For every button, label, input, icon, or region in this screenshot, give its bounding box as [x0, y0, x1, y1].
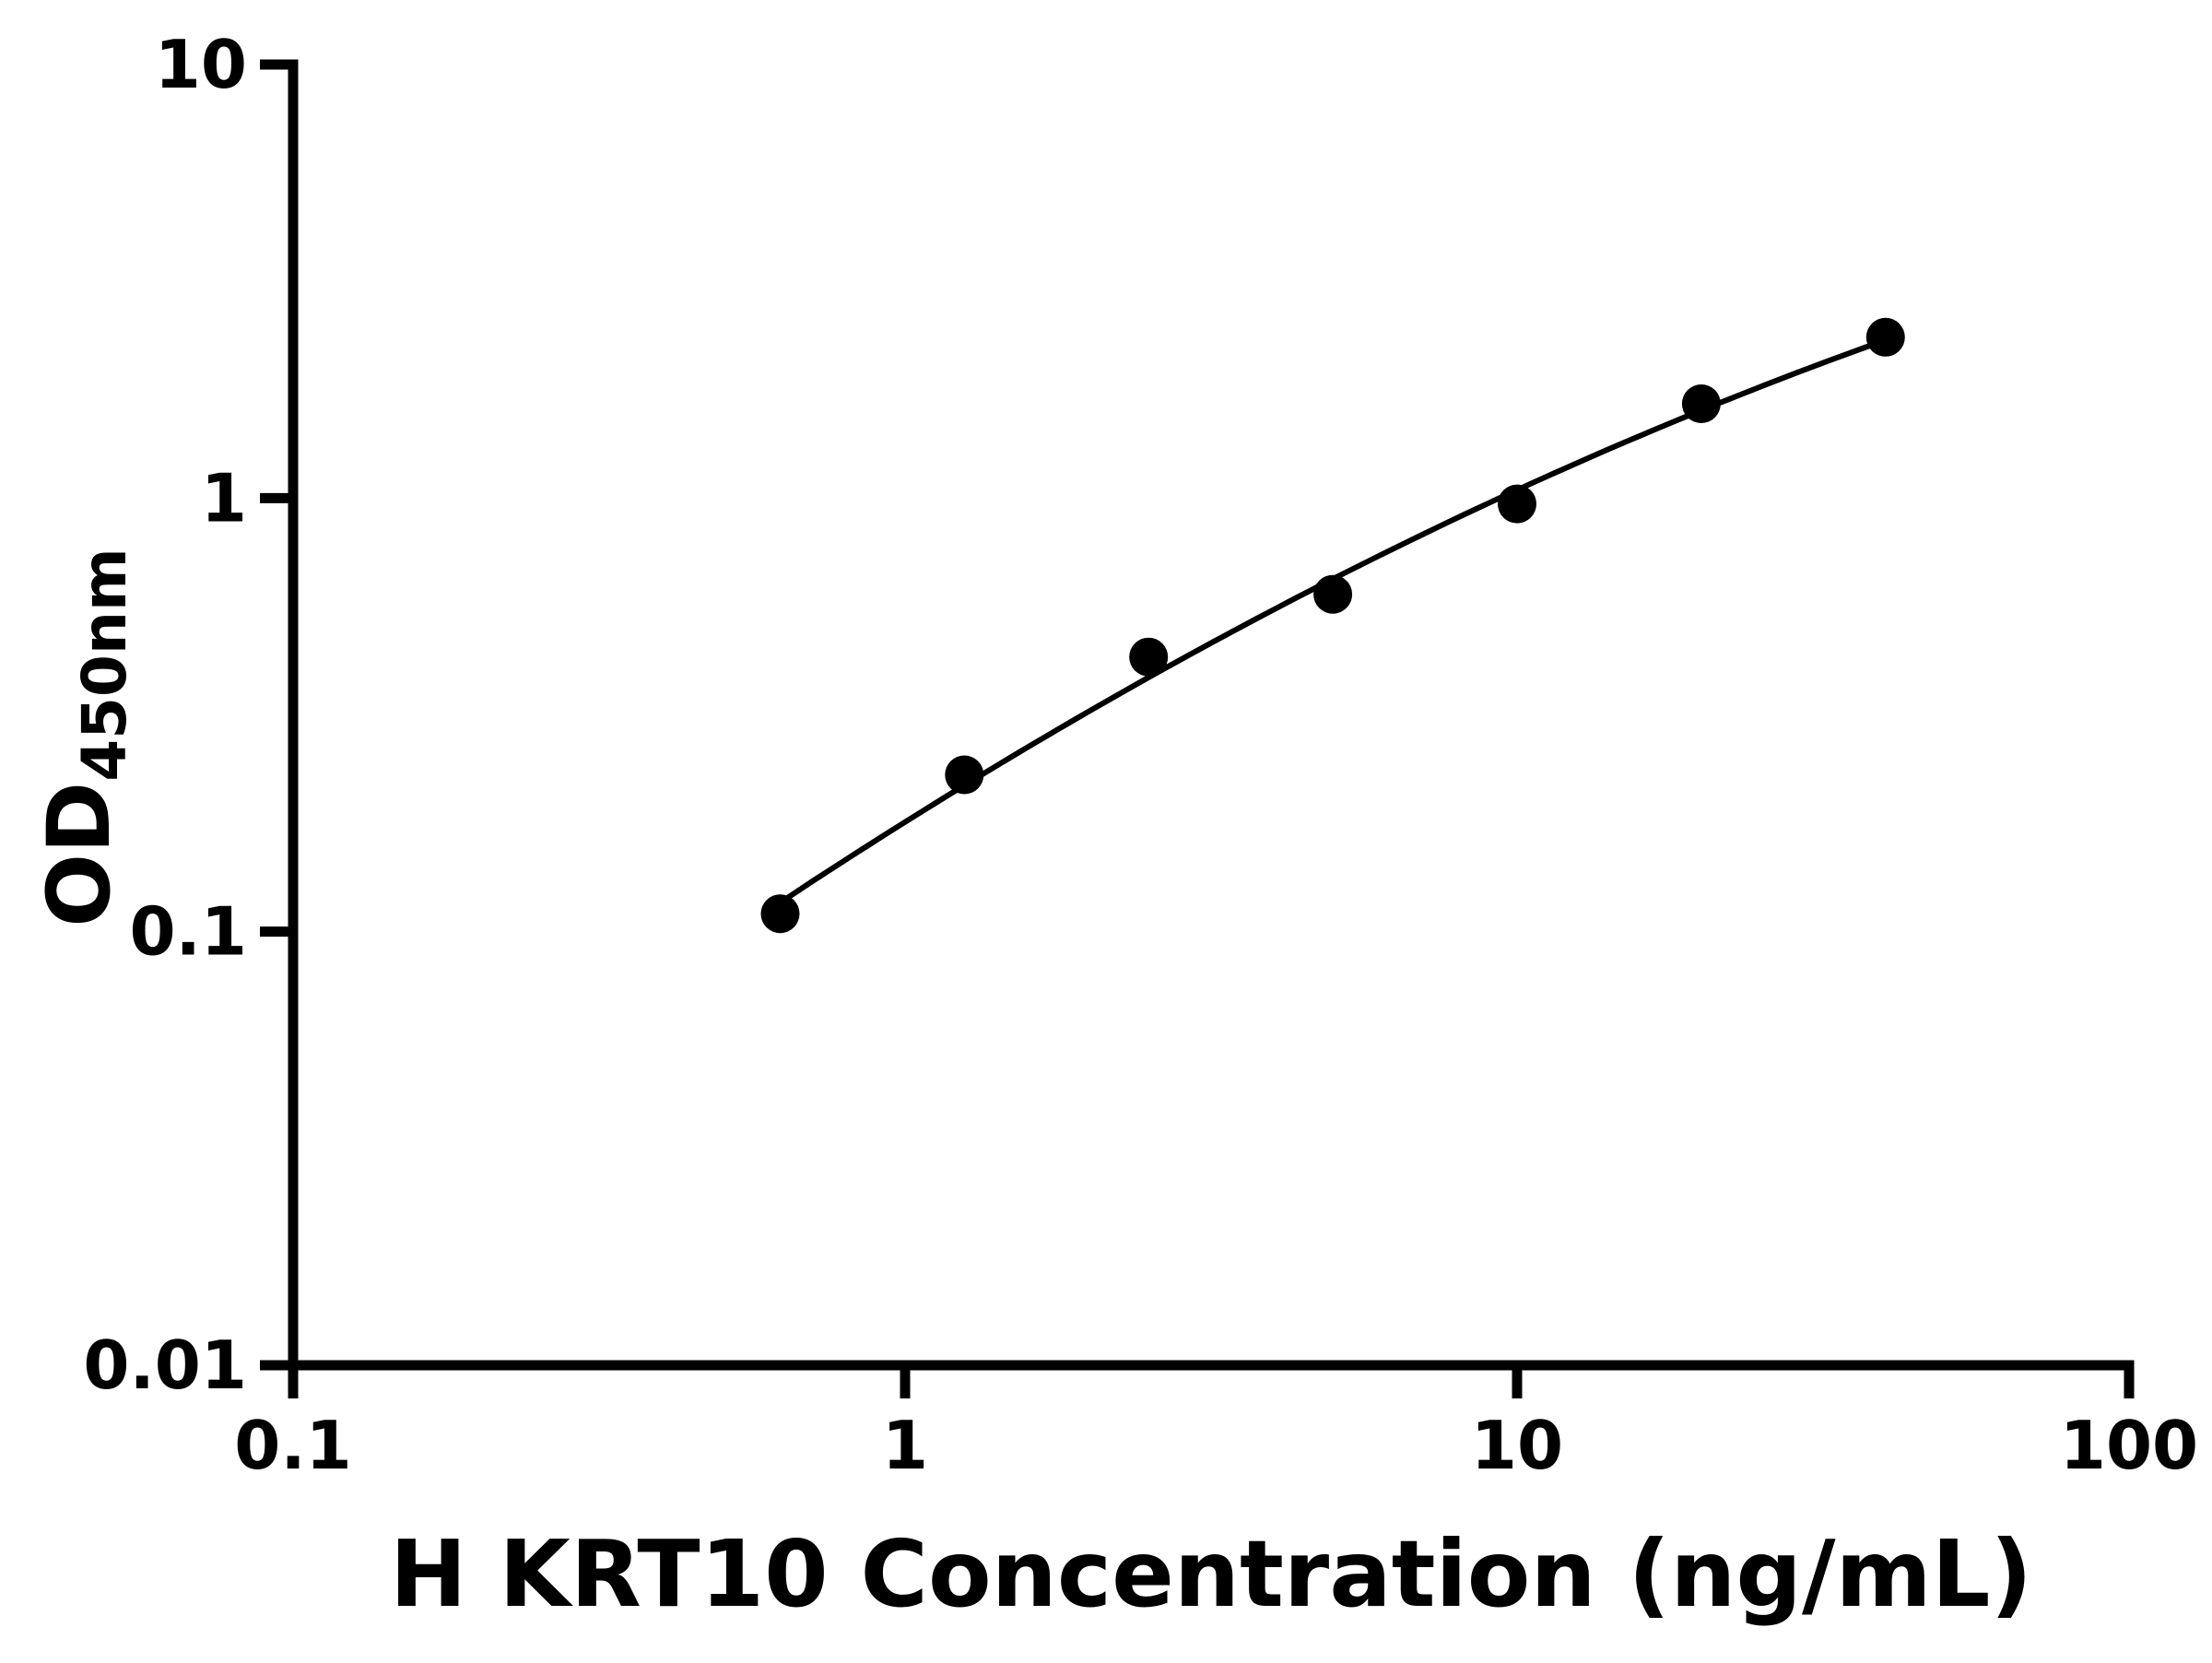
- plot-layer: [760, 317, 1905, 934]
- fit-curve: [778, 337, 1887, 905]
- y-tick-label: 10: [155, 26, 247, 103]
- y-axis-title-sub: 450nm: [69, 548, 140, 782]
- data-point: [1498, 484, 1536, 524]
- data-point: [760, 894, 800, 934]
- x-tick-label: 0.1: [234, 1407, 352, 1484]
- data-point: [1129, 637, 1169, 677]
- x-tick-label: 10: [1471, 1407, 1563, 1484]
- x-tick-label: 100: [2060, 1407, 2198, 1484]
- x-axis-title: H KRT10 Concentration (ng/mL): [390, 1520, 2032, 1628]
- data-point: [1865, 317, 1905, 357]
- data-point: [945, 755, 984, 795]
- y-axis-title: OD450nm: [29, 548, 140, 926]
- y-tick-label: 0.1: [129, 893, 247, 971]
- x-tick-label: 1: [882, 1407, 928, 1484]
- y-axis-title-main: OD: [29, 782, 130, 927]
- y-tick-label: 1: [201, 459, 247, 537]
- y-tick-label: 0.01: [83, 1327, 247, 1404]
- axis-lines: [288, 59, 2135, 1371]
- data-point: [1313, 574, 1353, 614]
- data-point: [1681, 384, 1721, 423]
